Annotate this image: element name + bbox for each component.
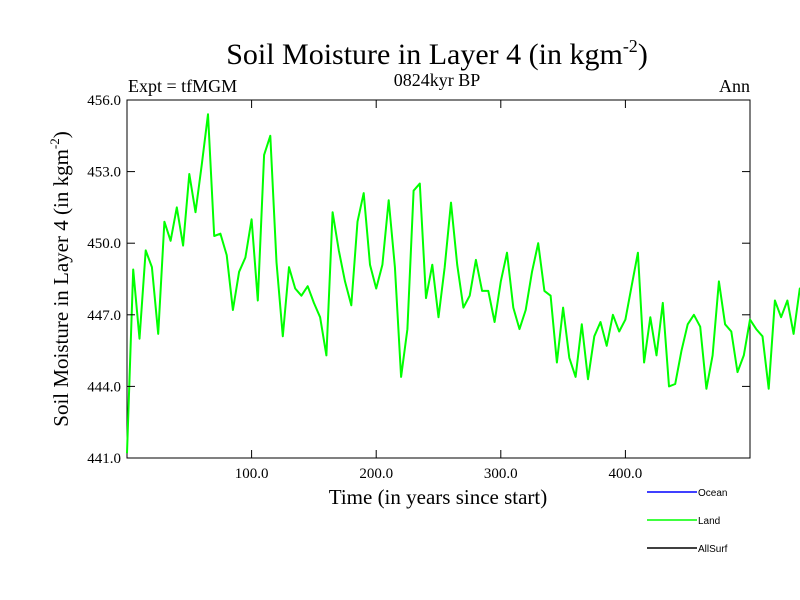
legend: Ocean Land AllSurf (647, 488, 728, 555)
y-axis-label-superscript: -2 (47, 138, 62, 149)
y-tick-label: 444.0 (87, 379, 121, 395)
y-axis-ticks: 441.0 444.0 447.0 450.0 453.0 456.0 (87, 93, 750, 467)
plot-frame (126, 99, 751, 459)
chart-title-superscript: -2 (623, 36, 638, 56)
y-axis-label: Soil Moisture in Layer 4 (in kgm-2) (47, 131, 73, 426)
legend-item-ocean: Ocean (647, 488, 727, 499)
y-tick-label: 441.0 (87, 451, 121, 467)
chart-subtitle: 0824kyr BP (394, 70, 481, 90)
x-tick-label: 300.0 (484, 466, 518, 482)
legend-label-land: Land (698, 516, 720, 527)
x-tick-label: 400.0 (609, 466, 643, 482)
legend-label-ocean: Ocean (698, 488, 727, 499)
series-line-land (126, 113, 800, 454)
y-tick-label: 453.0 (87, 165, 121, 181)
x-axis-label: Time (in years since start) (329, 485, 548, 509)
x-tick-label: 200.0 (359, 466, 393, 482)
chart-title: Soil Moisture in Layer 4 (in kgm-2) (226, 36, 648, 71)
experiment-label: Expt = tfMGM (128, 76, 237, 96)
y-tick-label: 456.0 (87, 93, 121, 109)
x-tick-label: 100.0 (235, 466, 269, 482)
x-axis-ticks: 100.0 200.0 300.0 400.0 (235, 100, 643, 482)
legend-label-allsurf: AllSurf (698, 544, 728, 555)
legend-item-land: Land (647, 516, 720, 527)
y-tick-label: 450.0 (87, 236, 121, 252)
y-tick-label: 447.0 (87, 308, 121, 324)
legend-item-allsurf: AllSurf (647, 544, 728, 555)
season-label: Ann (719, 76, 750, 96)
